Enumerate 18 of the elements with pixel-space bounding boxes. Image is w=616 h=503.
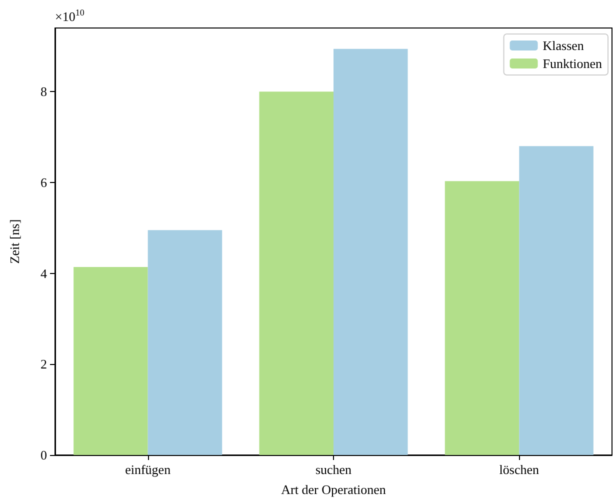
bar [259,92,334,455]
legend-label: Klassen [542,38,584,53]
x-tick-label: einfügen [125,462,172,477]
bar [148,230,222,455]
y-axis-title: Zeit [ns] [7,219,22,264]
legend-label: Funktionen [542,56,602,71]
y-tick-label: 2 [40,356,47,372]
bar [444,181,520,455]
y-tick-label: 0 [40,448,47,462]
bar [334,48,408,455]
bar [74,266,148,455]
x-tick-label: löschen [499,462,540,477]
x-axis-title: Art der Operationen [281,482,386,497]
y-tick-label: 4 [40,266,48,281]
x-tick-label: suchen [315,462,352,477]
bar [519,146,594,455]
y-tick-label: 8 [40,84,47,100]
y-tick-label: 6 [40,174,48,190]
